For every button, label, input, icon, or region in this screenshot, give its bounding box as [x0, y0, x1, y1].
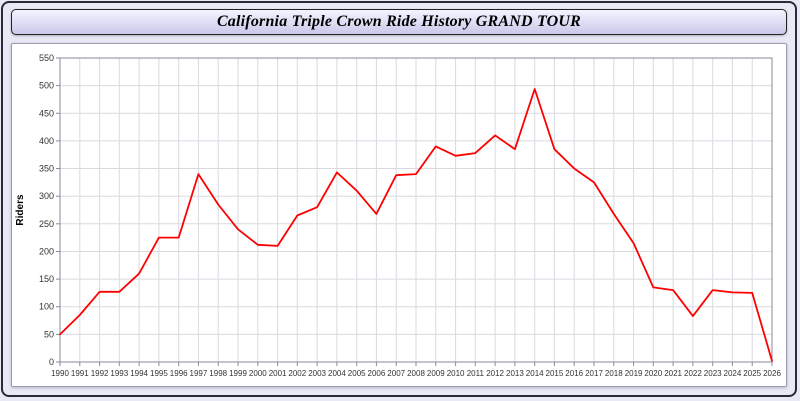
- x-tick-label: 2005: [348, 369, 366, 378]
- title-bar: California Triple Crown Ride History GRA…: [11, 9, 787, 35]
- y-tick-label: 50: [44, 329, 54, 339]
- x-tick-label: 2024: [724, 369, 742, 378]
- x-tick-label: 2002: [288, 369, 306, 378]
- x-tick-label: 2023: [704, 369, 722, 378]
- x-tick-label: 2012: [486, 369, 504, 378]
- x-tick-label: 2008: [407, 369, 425, 378]
- x-tick-label: 2026: [763, 369, 781, 378]
- axis-frame: [59, 57, 773, 363]
- x-tick-label: 1995: [150, 369, 168, 378]
- x-tick-label: 2001: [269, 369, 287, 378]
- y-tick-label: 450: [39, 108, 54, 118]
- y-tick-label: 500: [39, 81, 54, 91]
- x-tick-label: 1993: [110, 369, 128, 378]
- x-tick-label: 2013: [506, 369, 524, 378]
- x-tick-label: 2017: [585, 369, 603, 378]
- x-tick-label: 2016: [565, 369, 583, 378]
- x-tick-label: 1999: [229, 369, 247, 378]
- x-tick-label: 1998: [209, 369, 227, 378]
- x-tick-label: 2022: [684, 369, 702, 378]
- y-tick-label: 300: [39, 191, 54, 201]
- x-tick-label: 2006: [368, 369, 386, 378]
- x-tick-label: 2000: [249, 369, 267, 378]
- x-tick-label: 1997: [190, 369, 208, 378]
- x-tick-label: 1992: [91, 369, 109, 378]
- x-tick-label: 2007: [387, 369, 405, 378]
- x-tick-label: 2018: [605, 369, 623, 378]
- y-tick-label: 350: [39, 164, 54, 174]
- y-tick-label: 100: [39, 302, 54, 312]
- y-tick-label: 0: [49, 357, 54, 367]
- data-line: [59, 88, 773, 362]
- x-tick-label: 2004: [328, 369, 346, 378]
- y-tick-label: 150: [39, 274, 54, 284]
- x-tick-label: 1990: [51, 369, 69, 378]
- y-tick-label: 550: [39, 53, 54, 63]
- x-tick-label: 2003: [308, 369, 326, 378]
- y-tick-label: 400: [39, 136, 54, 146]
- x-tick-label: 1994: [130, 369, 148, 378]
- chart-title: California Triple Crown Ride History GRA…: [216, 13, 582, 30]
- x-tick-label: 2014: [526, 369, 544, 378]
- y-axis-label: Riders: [15, 194, 26, 226]
- chart-panel: 0 50 100 150 200 250 300 350 400 450 500 550 1990 199…: [11, 43, 787, 387]
- x-tick-label: 2011: [467, 369, 485, 378]
- x-tick-label: 1996: [170, 369, 188, 378]
- x-tick-label: 2019: [625, 369, 643, 378]
- x-tick-label: 2025: [743, 369, 761, 378]
- x-tick-label: 2010: [447, 369, 465, 378]
- x-tick-label: 2020: [644, 369, 662, 378]
- x-tick-label: 1991: [71, 369, 89, 378]
- x-tick-label: 2009: [427, 369, 445, 378]
- y-tick-label: 200: [39, 247, 54, 257]
- x-tick-label: 2015: [546, 369, 564, 378]
- x-tick-label: 2021: [664, 369, 682, 378]
- y-tick-label: 250: [39, 219, 54, 229]
